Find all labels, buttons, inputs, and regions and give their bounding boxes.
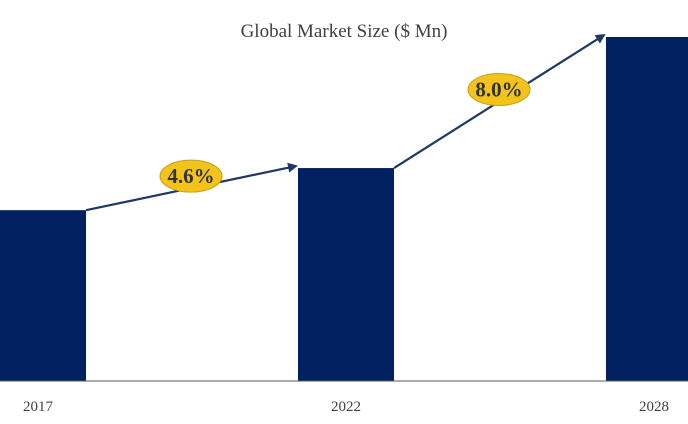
bars-group <box>0 37 688 382</box>
growth-badges-group: 4.6% 8.0% <box>159 73 531 193</box>
x-tick-2022: 2022 <box>331 399 361 415</box>
growth-badge-2: 8.0% <box>467 73 531 107</box>
bar-2028 <box>606 37 688 382</box>
growth-badge-1: 4.6% <box>159 159 223 193</box>
x-tick-2028: 2028 <box>639 399 669 415</box>
chart-title: Global Market Size ($ Mn) <box>241 21 448 42</box>
growth-badge-background <box>159 159 223 193</box>
growth-badge-background <box>467 73 531 107</box>
bar-2017 <box>0 210 86 381</box>
x-tick-labels: 2017 2022 2028 <box>23 399 669 415</box>
growth-rate-label: 4.6% <box>167 164 214 188</box>
x-tick-2017: 2017 <box>23 399 54 415</box>
bar-2022 <box>298 168 394 381</box>
growth-rate-label: 8.0% <box>475 78 522 102</box>
